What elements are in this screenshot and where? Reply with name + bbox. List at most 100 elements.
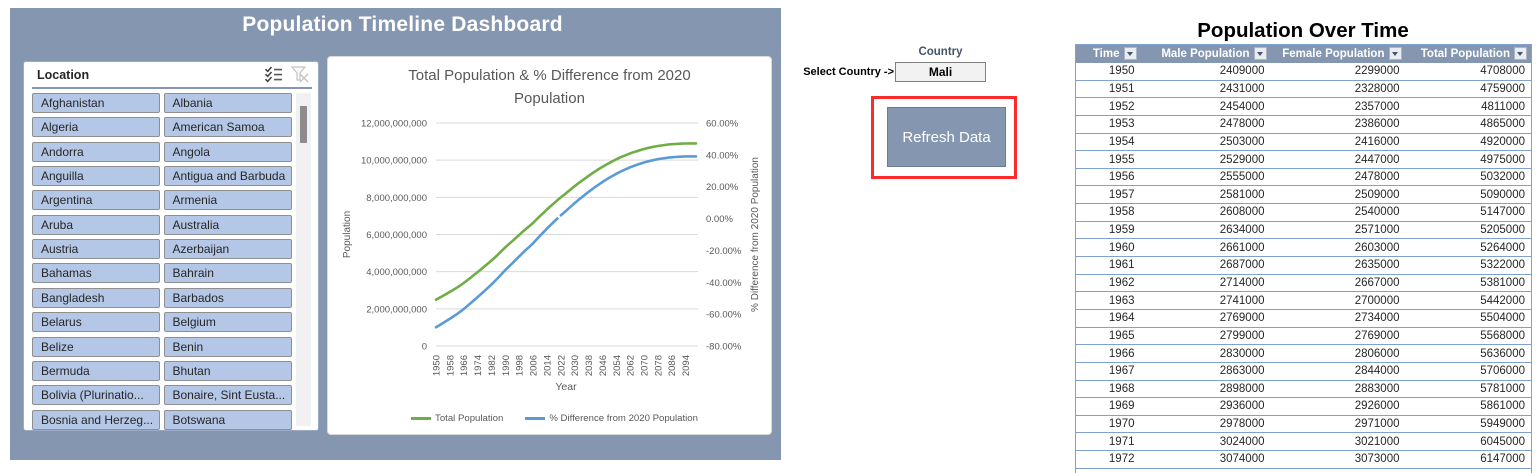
table-cell xyxy=(1075,467,1141,473)
table-cell: 2687000 xyxy=(1140,256,1271,275)
table-cell: 2478000 xyxy=(1140,114,1271,134)
y-right-tick-label: -20.00% xyxy=(706,246,742,257)
table-cell: 5949000 xyxy=(1405,414,1532,433)
table-row-1960: 1960 2661000 2603000 5264000 xyxy=(1075,238,1532,257)
table-cell: 2799000 xyxy=(1140,326,1271,345)
table-cell: 5205000 xyxy=(1405,220,1532,239)
slicer-item-afghanistan[interactable]: Afghanistan xyxy=(32,93,160,113)
table-cell: 2571000 xyxy=(1270,220,1406,239)
table-cell xyxy=(1405,467,1532,473)
table-cell: 5706000 xyxy=(1405,361,1532,381)
table-cell: 5090000 xyxy=(1405,185,1532,204)
table-cell: 2409000 xyxy=(1140,62,1271,81)
slicer-item-american-samoa[interactable]: American Samoa xyxy=(163,117,292,137)
table-cell: 3024000 xyxy=(1140,432,1271,451)
slicer-item-botswana[interactable]: Botswana xyxy=(163,410,292,430)
slicer-item-andorra[interactable]: Andorra xyxy=(32,142,160,162)
slicer-item-bolivia-plurinatio[interactable]: Bolivia (Plurinatio... xyxy=(32,385,160,405)
table-cell: 1960 xyxy=(1075,238,1141,257)
clear-filter-icon[interactable] xyxy=(291,66,309,83)
table-row-1955: 1955 2529000 2447000 4975000 xyxy=(1075,150,1532,169)
table-cell: 1966 xyxy=(1075,344,1141,363)
table-cell: 2769000 xyxy=(1140,308,1271,328)
table-cell: 2454000 xyxy=(1140,97,1271,116)
slicer-item-bhutan[interactable]: Bhutan xyxy=(163,361,292,381)
table-row-1953: 1953 2478000 2386000 4865000 xyxy=(1075,114,1532,134)
slicer-item-bermuda[interactable]: Bermuda xyxy=(32,361,160,381)
slicer-item-anguilla[interactable]: Anguilla xyxy=(32,166,160,186)
table-cell: 3021000 xyxy=(1270,432,1406,451)
y-right-axis-title: % Difference from 2020 Population xyxy=(750,157,761,312)
chart-title-line2: Population xyxy=(514,90,585,107)
slicer-item-belize[interactable]: Belize xyxy=(32,337,160,357)
table-cell: 4811000 xyxy=(1405,97,1532,116)
y-right-tick-label: 40.00% xyxy=(706,150,739,161)
slicer-item-aruba[interactable]: Aruba xyxy=(32,215,160,235)
slicer-item-austria[interactable]: Austria xyxy=(32,239,160,259)
slicer-scrollbar-thumb[interactable] xyxy=(300,106,307,143)
table-cell: 5861000 xyxy=(1405,397,1532,416)
table-cell: 5504000 xyxy=(1405,308,1532,328)
slicer-item-bosnia-and-herzeg[interactable]: Bosnia and Herzeg... xyxy=(32,410,160,430)
table-cell: 2714000 xyxy=(1140,273,1271,292)
table-cell: 2299000 xyxy=(1270,62,1406,81)
filter-dropdown-icon[interactable] xyxy=(1253,47,1267,61)
filter-dropdown-icon[interactable] xyxy=(1388,47,1402,61)
table-cell: 2447000 xyxy=(1270,150,1406,169)
table-row-1964: 1964 2769000 2734000 5504000 xyxy=(1075,308,1532,328)
table-cell: 5636000 xyxy=(1405,344,1532,363)
table-cell: 2431000 xyxy=(1140,79,1271,98)
legend-label: % Difference from 2020 Population xyxy=(549,413,698,424)
table-cell: 4920000 xyxy=(1405,132,1532,151)
slicer-item-belgium[interactable]: Belgium xyxy=(163,312,292,332)
refresh-data-button[interactable]: Refresh Data xyxy=(887,107,1006,167)
slicer-item-belarus[interactable]: Belarus xyxy=(32,312,160,332)
y-left-axis-title: Population xyxy=(342,211,353,258)
slicer-item-azerbaijan[interactable]: Azerbaijan xyxy=(163,239,292,259)
slicer-item-albania[interactable]: Albania xyxy=(163,93,292,113)
table-cell: 2661000 xyxy=(1140,238,1271,257)
slicer-item-antigua-and-barbuda[interactable]: Antigua and Barbuda xyxy=(163,166,292,186)
slicer-item-bahamas[interactable]: Bahamas xyxy=(32,263,160,283)
slicer-item-algeria[interactable]: Algeria xyxy=(32,117,160,137)
slicer-item-armenia[interactable]: Armenia xyxy=(163,190,292,210)
slicer-item-angola[interactable]: Angola xyxy=(163,142,292,162)
table-cell: 2741000 xyxy=(1140,291,1271,310)
table-cell: 5381000 xyxy=(1405,273,1532,292)
y-right-tick-label: 20.00% xyxy=(706,182,739,193)
series-line-blue xyxy=(553,214,562,223)
country-select-cell[interactable]: Mali xyxy=(895,62,986,82)
table-cell: 1968 xyxy=(1075,379,1141,398)
x-tick-label: 2078 xyxy=(653,355,664,376)
multi-select-icon[interactable] xyxy=(264,66,283,83)
filter-dropdown-icon[interactable] xyxy=(1123,47,1137,61)
table-row-partial xyxy=(1075,467,1532,473)
slicer-scrollbar[interactable] xyxy=(296,93,311,426)
slicer-item-list: Afghanistan Albania Algeria American Samoa A… xyxy=(32,93,300,430)
table-row-1962: 1962 2714000 2667000 5381000 xyxy=(1075,273,1532,292)
highlight-rectangle xyxy=(871,96,1017,179)
slicer-item-australia[interactable]: Australia xyxy=(163,215,292,235)
filter-dropdown-icon[interactable] xyxy=(1514,47,1527,61)
slicer-item-bahrain[interactable]: Bahrain xyxy=(163,263,292,283)
slicer-item-barbados[interactable]: Barbados xyxy=(163,288,292,308)
table-cell: 4865000 xyxy=(1405,114,1532,134)
slicer-item-bangladesh[interactable]: Bangladesh xyxy=(32,288,160,308)
table-cell: 2635000 xyxy=(1270,256,1406,275)
y-right-tick-label: 60.00% xyxy=(706,119,739,130)
x-tick-label: 2054 xyxy=(612,355,623,376)
table-cell: 1958 xyxy=(1075,203,1141,222)
slicer-item-benin[interactable]: Benin xyxy=(163,337,292,357)
slicer-item-argentina[interactable]: Argentina xyxy=(32,190,160,210)
table-row-1972: 1972 3074000 3073000 6147000 xyxy=(1075,450,1532,469)
column-header-total-population: Total Population xyxy=(1405,44,1532,63)
table-cell: 4708000 xyxy=(1405,62,1532,81)
chart-legend: Total Population % Difference from 2020 … xyxy=(333,413,776,424)
table-row-1970: 1970 2978000 2971000 5949000 xyxy=(1075,414,1532,433)
legend-item-total-population[interactable]: Total Population xyxy=(411,413,503,424)
table-cell: 1969 xyxy=(1075,397,1141,416)
legend-item-pct-difference[interactable]: % Difference from 2020 Population xyxy=(525,413,698,424)
table-cell: 1952 xyxy=(1075,97,1141,116)
table-cell: 3073000 xyxy=(1270,450,1406,469)
slicer-item-bonaire-sint-eusta[interactable]: Bonaire, Sint Eusta... xyxy=(163,385,292,405)
